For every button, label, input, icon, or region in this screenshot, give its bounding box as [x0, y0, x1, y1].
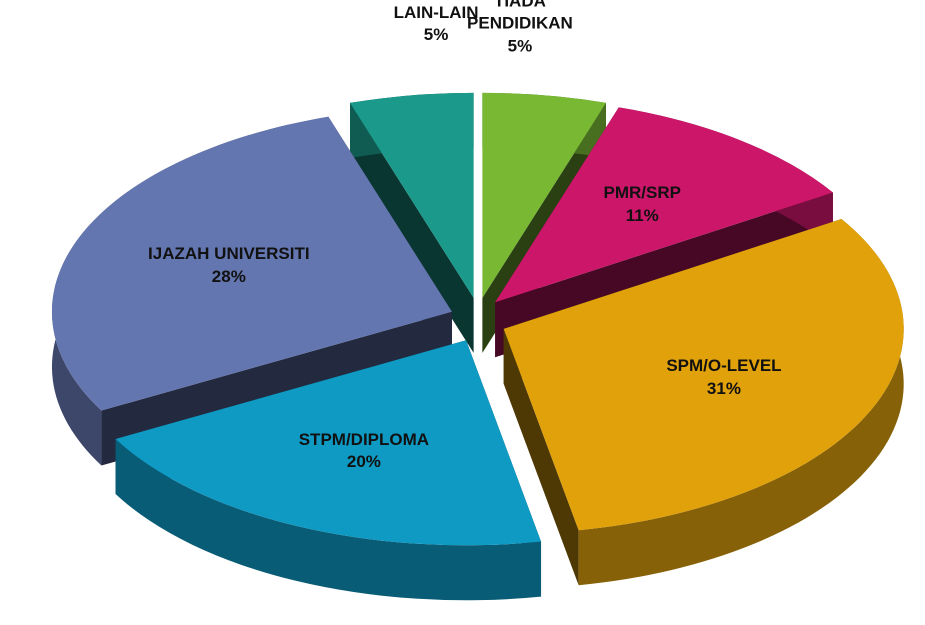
slice-wall: [115, 439, 542, 601]
slice-side: [350, 102, 474, 353]
value-label: 5%: [507, 37, 533, 56]
value-label: 11%: [625, 206, 659, 226]
slice: [51, 116, 452, 411]
value-label: 28%: [211, 267, 246, 287]
category-label: LAIN-LAIN: [393, 2, 479, 22]
slice-side: [503, 328, 579, 586]
value-label: 5%: [423, 25, 449, 45]
slice-label: STPM/DIPLOMA 20%: [299, 429, 429, 475]
category-label: SPM/O-LEVEL: [666, 355, 782, 375]
category-label: PMR/SRP: [603, 183, 681, 203]
slice-label: SPM/O-LEVEL 31%: [666, 355, 781, 401]
category-label: IJAZAH UNIVERSITI: [148, 244, 310, 264]
slice: [482, 92, 606, 298]
slice-label: TIADA PENDIDIKAN 5%: [460, 0, 580, 59]
slice: [350, 92, 474, 298]
value-label: 20%: [346, 452, 381, 472]
value-label: 31%: [706, 378, 741, 398]
slice: [495, 107, 833, 303]
category-label: STPM/DIPLOMA: [298, 429, 430, 449]
slice-label: PMR/SRP 11%: [604, 182, 681, 228]
slice-label: LAIN-LAIN 5%: [376, 2, 496, 48]
slice-label: IJAZAH UNIVERSITI 28%: [148, 244, 310, 290]
slice: [115, 340, 542, 546]
slice-wall: [578, 219, 904, 586]
category-label: TIADA PENDIDIKAN: [467, 0, 573, 34]
slice: [503, 219, 904, 531]
